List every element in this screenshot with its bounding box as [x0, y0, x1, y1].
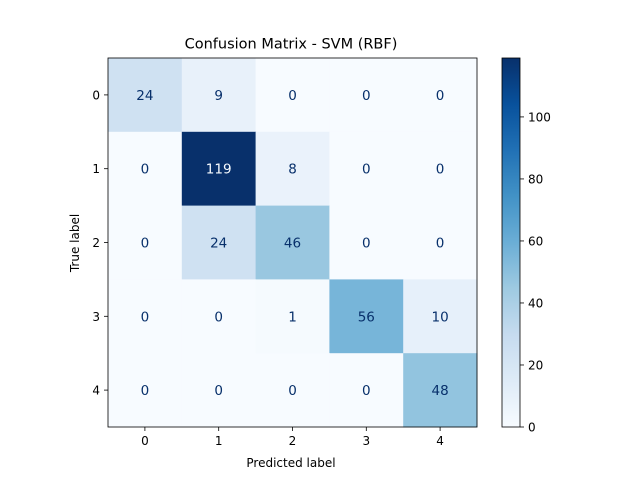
y-tick-label: 0 [92, 88, 100, 102]
heatmap-cell [255, 58, 330, 133]
cell-value-label: 0 [214, 309, 223, 325]
cell-value-label: 0 [141, 309, 150, 325]
cell-value-label: 0 [288, 383, 297, 399]
y-tick-label: 3 [92, 310, 100, 324]
cell-value-label: 0 [362, 88, 371, 104]
cell-value-label: 46 [284, 236, 301, 252]
heatmap-cell [255, 131, 330, 207]
heatmap-cell [181, 131, 257, 207]
heatmap-cell [108, 353, 183, 428]
x-axis-ticks: 0 1 2 3 4 [141, 427, 444, 448]
heatmap-cell [329, 58, 404, 133]
y-tick-label: 1 [92, 162, 100, 176]
cell-value-label: 0 [362, 162, 371, 178]
cell-value-label: 0 [436, 88, 445, 104]
cell-value-label: 0 [288, 88, 297, 104]
cell-value-label: 0 [214, 383, 223, 399]
x-tick-label: 4 [436, 434, 444, 448]
heatmap-cell [255, 279, 330, 354]
heatmap-cell [329, 205, 404, 280]
cell-value-label: 0 [141, 236, 150, 252]
cell-value-label: 0 [141, 162, 150, 178]
colorbar-tick-label: 60 [528, 234, 543, 248]
cell-value-label: 9 [214, 88, 223, 104]
colorbar: 0 20 40 60 80 100 [501, 57, 551, 435]
heatmap-cell [255, 205, 330, 280]
cell-value-label: 24 [136, 88, 153, 104]
heatmap-cell [403, 205, 478, 280]
heatmap-cell [108, 131, 183, 207]
cell-value-label: 48 [432, 383, 449, 399]
heatmap-cell [181, 58, 257, 133]
heatmap-cell [329, 131, 404, 207]
heatmap-cells: 24 9 0 0 0 0 119 8 0 0 0 24 46 0 0 0 0 1 56 10 0 0 0 0 48 [107, 57, 478, 428]
cell-value-label: 1 [288, 309, 297, 325]
x-tick-label: 1 [215, 434, 223, 448]
cell-value-label: 0 [362, 236, 371, 252]
heatmap-cell [403, 279, 478, 354]
chart-title: Confusion Matrix - SVM (RBF) [185, 37, 398, 53]
heatmap-cell [403, 131, 478, 207]
heatmap-cell [108, 279, 183, 354]
heatmap-cell [181, 279, 257, 354]
colorbar-tick-label: 100 [528, 110, 551, 124]
cell-value-label: 0 [436, 162, 445, 178]
heatmap-cell [181, 205, 257, 280]
cell-value-label: 0 [141, 383, 150, 399]
colorbar-tick-label: 0 [528, 421, 536, 435]
heatmap-cell [329, 353, 404, 428]
colorbar-tick-label: 20 [528, 358, 543, 372]
heatmap-cell [108, 205, 183, 280]
x-tick-label: 0 [141, 434, 149, 448]
heatmap-cell [329, 279, 404, 354]
heatmap-cell [403, 58, 478, 133]
x-axis-label: Predicted label [246, 456, 335, 470]
colorbar-tick-label: 80 [528, 172, 543, 186]
colorbar-tick-label: 40 [528, 296, 543, 310]
cell-value-label: 24 [210, 236, 227, 252]
heatmap-cell [108, 58, 183, 133]
cell-value-label: 10 [432, 309, 449, 325]
x-tick-label: 3 [362, 434, 370, 448]
cell-value-label: 0 [436, 236, 445, 252]
y-tick-label: 2 [92, 236, 100, 250]
cell-value-label: 8 [288, 162, 297, 178]
heatmap-cell [403, 353, 478, 428]
colorbar-gradient [501, 57, 521, 428]
y-tick-label: 4 [92, 384, 100, 398]
x-tick-label: 2 [289, 434, 297, 448]
heatmap-cell [255, 353, 330, 428]
cell-value-label: 0 [362, 383, 371, 399]
cell-value-label: 56 [358, 309, 375, 325]
y-axis-label: True label [68, 214, 82, 273]
heatmap-cell [181, 353, 257, 428]
y-axis-ticks: 0 1 2 3 4 [92, 88, 108, 398]
cell-value-label: 119 [206, 162, 232, 178]
